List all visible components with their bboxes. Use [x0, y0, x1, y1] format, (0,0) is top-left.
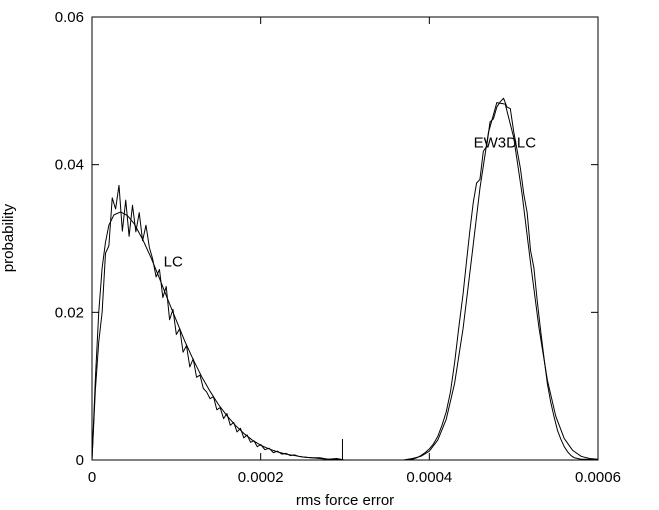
annotation-lc: LC [164, 254, 183, 271]
plot-frame [91, 16, 599, 461]
histogram-line [91, 97, 599, 461]
x-tick-label: 0 [88, 469, 96, 486]
series-layer [91, 97, 599, 461]
y-ticks: 0 0.02 0.04 0.06 [55, 9, 598, 469]
x-axis-label: rms force error [296, 492, 394, 509]
y-tick-label: 0.02 [55, 304, 84, 321]
y-axis-label: probability [0, 203, 17, 272]
fit-curve-line [91, 102, 599, 461]
x-ticks: 0 0.0002 0.0004 0.0006 [88, 17, 621, 486]
y-tick-label: 0.06 [55, 9, 84, 26]
x-tick-label: 0.0002 [238, 469, 284, 486]
x-tick-label: 0.0004 [406, 469, 452, 486]
y-tick-label: 0 [76, 452, 84, 469]
y-tick-label: 0.04 [55, 157, 84, 174]
annotation-layer: LC EW3DLC [164, 135, 537, 271]
x-tick-label: 0.0006 [575, 469, 621, 486]
annotation-ew3dlc: EW3DLC [474, 135, 537, 152]
